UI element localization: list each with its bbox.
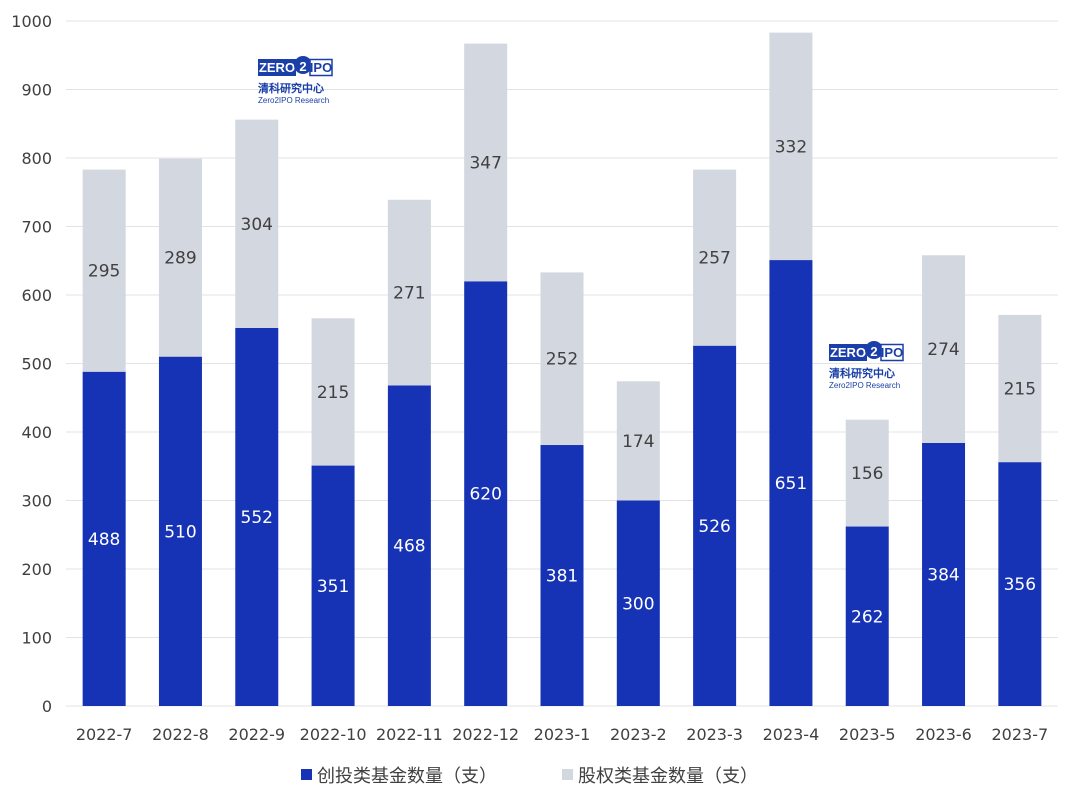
bar-segment-vc xyxy=(235,327,279,706)
data-label: 252 xyxy=(546,350,578,370)
x-tick-label: 2023-1 xyxy=(534,725,591,744)
bar-segment-pe xyxy=(769,32,813,261)
data-label: 295 xyxy=(88,262,120,282)
y-tick-label: 500 xyxy=(21,355,52,374)
x-tick-label: 2023-2 xyxy=(610,725,667,744)
x-axis: 2022-7 2022-8 2022-9 2022-10 2022-11 2022-12 2… xyxy=(76,725,1048,744)
x-tick-label: 2023-7 xyxy=(992,725,1049,744)
y-tick-label: 800 xyxy=(21,149,52,168)
bar-segment-vc xyxy=(769,260,813,706)
x-tick-label: 2023-6 xyxy=(915,725,972,744)
bar-segment-pe xyxy=(387,199,431,386)
svg-text:ZERO: ZERO xyxy=(830,345,866,360)
y-tick-label: 0 xyxy=(42,697,52,716)
bar-segment-pe xyxy=(158,158,202,357)
bar-segment-pe xyxy=(845,419,889,527)
data-label: 257 xyxy=(698,249,730,269)
data-label: 620 xyxy=(469,485,501,505)
legend-swatch xyxy=(301,769,312,780)
x-tick-label: 2022-7 xyxy=(76,725,133,744)
svg-text:清科研究中心: 清科研究中心 xyxy=(258,81,324,95)
data-label: 384 xyxy=(927,565,959,585)
data-label: 262 xyxy=(851,607,883,627)
svg-text:Zero2IPO Research: Zero2IPO Research xyxy=(829,381,900,390)
svg-text:清科研究中心: 清科研究中心 xyxy=(829,366,895,380)
data-label: 332 xyxy=(775,137,807,157)
y-axis: 0 100 200 300 400 500 600 700 800 900 1000 xyxy=(11,12,52,716)
bar-segment-vc xyxy=(693,345,737,706)
bar-segment-vc xyxy=(387,385,431,706)
bar-segment-vc xyxy=(845,526,889,706)
y-tick-label: 300 xyxy=(21,492,52,511)
data-label: 356 xyxy=(1004,575,1036,595)
y-tick-label: 900 xyxy=(21,81,52,100)
x-tick-label: 2022-12 xyxy=(452,725,519,744)
bar-segment-pe xyxy=(922,255,966,443)
data-label: 468 xyxy=(393,537,425,557)
data-label: 651 xyxy=(775,474,807,494)
data-label: 274 xyxy=(927,340,959,360)
bar-segment-vc xyxy=(464,281,508,706)
bar-segment-pe xyxy=(311,318,355,466)
bar-segment-pe xyxy=(464,43,508,282)
bar-segment-pe xyxy=(540,272,584,446)
svg-text:IPO: IPO xyxy=(310,60,332,75)
data-label: 156 xyxy=(851,464,883,484)
x-tick-label: 2023-4 xyxy=(763,725,820,744)
y-tick-label: 100 xyxy=(21,629,52,648)
y-tick-label: 200 xyxy=(21,560,52,579)
data-label: 271 xyxy=(393,284,425,304)
data-label: 488 xyxy=(88,530,120,550)
bar-segment-vc xyxy=(82,371,126,706)
x-tick-label: 2022-10 xyxy=(300,725,367,744)
bar-segment-vc xyxy=(616,500,660,706)
svg-text:2: 2 xyxy=(870,344,877,359)
bar-segment-vc xyxy=(998,462,1042,706)
x-tick-label: 2022-11 xyxy=(376,725,443,744)
data-label: 300 xyxy=(622,594,654,614)
data-label: 552 xyxy=(241,508,273,528)
svg-text:Zero2IPO Research: Zero2IPO Research xyxy=(258,96,329,105)
legend-label: 股权类基金数量（支） xyxy=(578,766,758,787)
x-tick-label: 2022-9 xyxy=(228,725,285,744)
legend-swatch xyxy=(562,769,573,780)
x-tick-label: 2023-5 xyxy=(839,725,896,744)
svg-text:ZERO: ZERO xyxy=(259,60,295,75)
data-label: 304 xyxy=(241,215,273,235)
data-label: 351 xyxy=(317,577,349,597)
legend-label: 创投类基金数量（支） xyxy=(317,766,497,787)
svg-text:2: 2 xyxy=(299,59,306,74)
data-label: 174 xyxy=(622,432,654,452)
svg-text:IPO: IPO xyxy=(881,345,903,360)
data-label: 289 xyxy=(164,249,196,269)
data-label: 215 xyxy=(1004,380,1036,400)
data-label: 510 xyxy=(164,522,196,542)
bar-segment-pe xyxy=(82,169,126,372)
data-label: 526 xyxy=(698,517,730,537)
y-tick-label: 700 xyxy=(21,218,52,237)
data-label: 215 xyxy=(317,383,349,403)
legend: 创投类基金数量（支） 股权类基金数量（支） xyxy=(301,766,758,787)
y-tick-label: 1000 xyxy=(11,12,52,31)
bar-segment-pe xyxy=(235,119,279,328)
x-tick-label: 2023-3 xyxy=(686,725,743,744)
bar-segment-vc xyxy=(158,356,202,706)
bar-segment-pe xyxy=(693,169,737,346)
x-tick-label: 2022-8 xyxy=(152,725,209,744)
bar-segment-vc xyxy=(922,442,966,706)
bar-segment-vc xyxy=(311,465,355,706)
data-label: 381 xyxy=(546,567,578,587)
y-tick-label: 400 xyxy=(21,423,52,442)
data-label: 347 xyxy=(469,153,501,173)
bars: 488 295 510 289 552 304 351 215 468 271 620 347 381 2… xyxy=(82,32,1042,706)
bar-segment-pe xyxy=(998,314,1042,463)
bar-segment-pe xyxy=(616,381,660,501)
bar-segment-vc xyxy=(540,445,584,706)
y-tick-label: 600 xyxy=(21,286,52,305)
